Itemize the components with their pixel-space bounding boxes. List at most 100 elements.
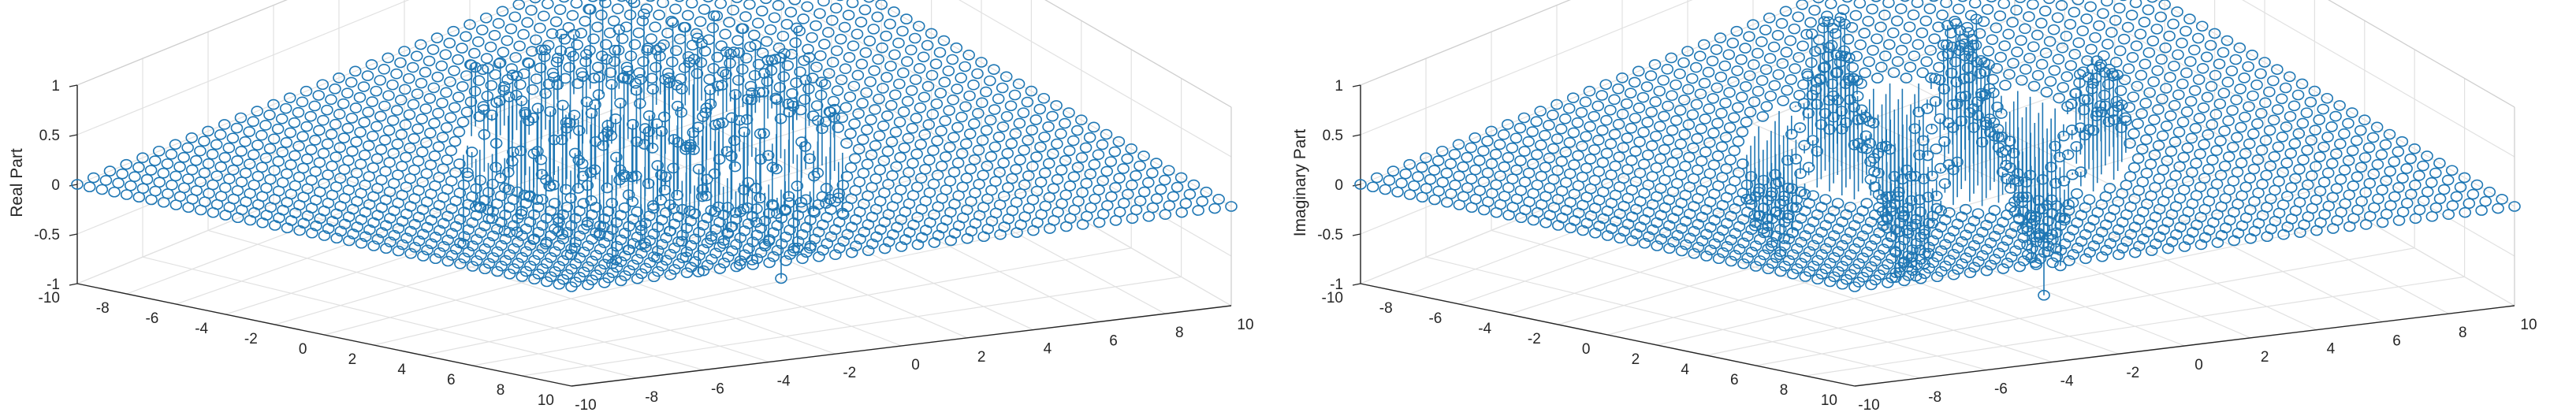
stem-marker [1197, 197, 1208, 206]
stem-marker [1857, 206, 1868, 216]
stem-marker [1729, 113, 1740, 122]
stem-marker [698, 5, 709, 14]
stem-marker [322, 139, 333, 149]
stem-marker [302, 154, 313, 164]
stem-marker [457, 82, 468, 91]
z-axis-label: Imaginary Part [1291, 129, 1309, 237]
stem-marker [2119, 75, 2130, 84]
stem-marker [1883, 0, 1894, 8]
stem-marker [990, 176, 1001, 186]
stem-marker [1805, 17, 1816, 27]
stem-marker [2232, 132, 2243, 142]
stem-marker [851, 29, 862, 39]
stem-marker [292, 108, 303, 117]
stem-marker [2147, 36, 2158, 46]
stem-marker [1511, 165, 1522, 175]
stem-marker [2302, 146, 2313, 155]
stem-marker [383, 91, 394, 100]
stem-marker [384, 125, 395, 135]
stem-marker [281, 169, 292, 179]
stem-marker [2131, 0, 2142, 7]
stem-marker [973, 180, 985, 189]
stem-marker [944, 106, 955, 115]
stem-marker [441, 123, 452, 132]
stem-marker [1536, 140, 1547, 150]
stem-marker [1792, 12, 1804, 21]
stem-marker [1871, 0, 1882, 2]
stem-marker [2145, 159, 2156, 169]
stem-marker [945, 236, 956, 245]
stem-marker [2023, 12, 2034, 21]
stem-marker [388, 116, 399, 125]
stem-marker [1552, 165, 1563, 175]
stem-marker [1061, 222, 1072, 232]
stem-marker [1749, 97, 1760, 106]
stem-marker [2232, 228, 2243, 238]
z-tick-mark [69, 234, 77, 236]
stem-marker [947, 95, 959, 105]
stem-marker [298, 163, 309, 173]
y-tick-label: -2 [1528, 331, 1541, 347]
stem-marker [1531, 117, 1542, 126]
stem-marker [2164, 32, 2175, 41]
stem-marker [1392, 188, 1403, 197]
stem-marker [2285, 149, 2296, 158]
stem-marker [1114, 173, 1125, 183]
stem-marker [227, 133, 238, 143]
stem-marker [965, 165, 976, 174]
stem-marker [1924, 4, 1935, 13]
x-tick-label: 8 [1175, 325, 1184, 341]
stem-marker [2364, 143, 2375, 152]
stem-marker [404, 110, 415, 119]
stem-marker [356, 159, 367, 169]
stem-marker [1855, 40, 1866, 50]
stem-marker [2182, 107, 2193, 117]
stem-marker [2347, 146, 2358, 155]
y-tick-label: -2 [244, 331, 258, 347]
z-tick-label: 1 [1335, 78, 1343, 95]
stem-marker [1716, 109, 1727, 118]
stem-marker [2191, 158, 2202, 168]
stem-marker [359, 117, 370, 127]
stem-marker [2211, 146, 2222, 155]
stem-marker [392, 139, 403, 149]
stem-marker [437, 98, 448, 108]
stem-marker [281, 138, 292, 147]
stem-marker [840, 64, 851, 73]
x-tick-label: 4 [1044, 341, 1052, 358]
stem-marker [2298, 155, 2309, 165]
stem-marker [2310, 162, 2321, 171]
stem-marker [2198, 103, 2209, 113]
stem-marker [2185, 57, 2196, 66]
stem-marker [2124, 102, 2135, 112]
stem-marker [895, 117, 906, 127]
stem-marker [2230, 54, 2241, 64]
z-tick-mark [69, 284, 77, 285]
stem-marker [2243, 62, 2254, 72]
stem-marker [862, 220, 873, 229]
stem-marker [424, 94, 435, 103]
stem-marker [477, 25, 488, 35]
stem-marker [2244, 173, 2255, 183]
stem-marker [183, 174, 194, 184]
stem-marker [1908, 51, 1919, 61]
stem-marker [1516, 213, 1527, 222]
stem-marker [2331, 184, 2342, 193]
stem-marker [2131, 41, 2142, 50]
stem-marker [445, 146, 456, 155]
stem-marker [944, 143, 955, 152]
stem-marker [753, 18, 764, 28]
stem-marker [1625, 88, 1636, 98]
stem-marker [2102, 39, 2113, 49]
stem-marker [1687, 110, 1698, 119]
stem-marker [934, 47, 945, 57]
stem-marker [1465, 143, 1476, 152]
stem-marker [125, 181, 136, 191]
y-tick-label: -10 [39, 290, 60, 306]
stem-marker [2439, 185, 2450, 195]
stem-marker [2110, 16, 2121, 25]
stem-marker [240, 169, 251, 178]
stem-marker [1972, 209, 1983, 218]
stem-marker [799, 95, 810, 104]
stem-marker [877, 43, 888, 53]
